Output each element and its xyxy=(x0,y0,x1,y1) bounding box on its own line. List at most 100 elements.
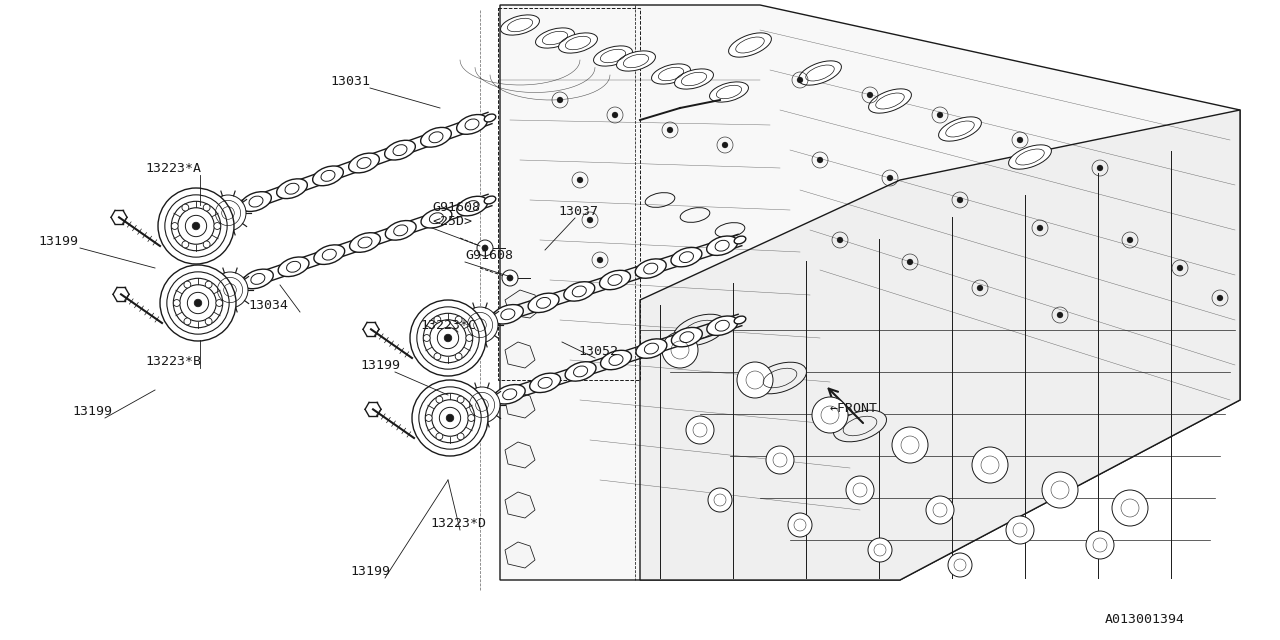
Text: 13223*C: 13223*C xyxy=(420,319,476,332)
Circle shape xyxy=(434,353,440,360)
Text: G91608: G91608 xyxy=(465,249,513,262)
Ellipse shape xyxy=(558,33,598,53)
Circle shape xyxy=(765,446,794,474)
Circle shape xyxy=(596,257,603,263)
Ellipse shape xyxy=(707,236,737,255)
Ellipse shape xyxy=(636,339,667,358)
Ellipse shape xyxy=(421,209,452,228)
Circle shape xyxy=(662,332,698,368)
Ellipse shape xyxy=(673,314,727,346)
Circle shape xyxy=(431,400,468,436)
Ellipse shape xyxy=(675,69,713,89)
Ellipse shape xyxy=(349,233,380,252)
Ellipse shape xyxy=(241,192,271,211)
Text: 13199: 13199 xyxy=(72,405,113,418)
Ellipse shape xyxy=(799,61,841,85)
Circle shape xyxy=(157,188,234,264)
Text: A013001394: A013001394 xyxy=(1105,613,1185,626)
Text: 13223*D: 13223*D xyxy=(430,517,486,530)
Circle shape xyxy=(410,300,486,376)
Text: 13223*A: 13223*A xyxy=(145,162,201,175)
Ellipse shape xyxy=(652,64,690,84)
Circle shape xyxy=(502,270,518,286)
Circle shape xyxy=(205,281,212,288)
Circle shape xyxy=(210,195,246,231)
Circle shape xyxy=(557,97,563,103)
Circle shape xyxy=(708,488,732,512)
Ellipse shape xyxy=(234,281,246,289)
Circle shape xyxy=(1112,490,1148,526)
Ellipse shape xyxy=(535,28,575,48)
Ellipse shape xyxy=(1009,145,1051,169)
Ellipse shape xyxy=(457,196,488,216)
Text: 13031: 13031 xyxy=(330,75,370,88)
Circle shape xyxy=(812,397,849,433)
Ellipse shape xyxy=(735,316,746,324)
Ellipse shape xyxy=(486,396,498,404)
Ellipse shape xyxy=(594,46,632,66)
Circle shape xyxy=(868,538,892,562)
Text: ←FRONT: ←FRONT xyxy=(829,401,878,415)
Text: G91608
<25D>: G91608 <25D> xyxy=(433,201,480,228)
Circle shape xyxy=(588,217,593,223)
Ellipse shape xyxy=(314,245,344,264)
Circle shape xyxy=(173,300,180,307)
Polygon shape xyxy=(506,492,535,518)
Circle shape xyxy=(957,197,963,203)
Circle shape xyxy=(192,222,200,230)
Circle shape xyxy=(214,223,220,229)
Ellipse shape xyxy=(278,257,308,276)
Circle shape xyxy=(477,240,493,256)
Circle shape xyxy=(837,237,844,243)
Circle shape xyxy=(424,335,430,341)
Circle shape xyxy=(456,316,462,323)
Circle shape xyxy=(722,142,728,148)
Ellipse shape xyxy=(484,316,495,324)
Circle shape xyxy=(434,316,440,323)
Circle shape xyxy=(1057,312,1062,318)
Ellipse shape xyxy=(385,221,416,240)
Ellipse shape xyxy=(484,196,495,204)
Polygon shape xyxy=(506,392,535,418)
Circle shape xyxy=(1085,531,1114,559)
Text: 13199: 13199 xyxy=(360,359,399,372)
Circle shape xyxy=(1037,225,1043,231)
Polygon shape xyxy=(506,542,535,568)
Circle shape xyxy=(507,275,513,281)
Circle shape xyxy=(465,387,500,423)
Circle shape xyxy=(466,335,472,341)
Text: 13037: 13037 xyxy=(558,205,598,218)
Ellipse shape xyxy=(709,82,749,102)
Circle shape xyxy=(483,245,488,251)
Circle shape xyxy=(179,285,216,321)
Ellipse shape xyxy=(728,33,772,57)
Circle shape xyxy=(436,396,443,403)
Circle shape xyxy=(948,553,972,577)
Circle shape xyxy=(1097,165,1103,171)
Circle shape xyxy=(462,307,498,343)
Ellipse shape xyxy=(564,362,596,381)
Circle shape xyxy=(667,127,673,133)
Circle shape xyxy=(925,496,954,524)
Circle shape xyxy=(216,300,223,307)
Circle shape xyxy=(937,112,943,118)
Ellipse shape xyxy=(563,282,595,301)
Ellipse shape xyxy=(635,259,666,278)
Ellipse shape xyxy=(617,51,655,71)
Ellipse shape xyxy=(869,89,911,113)
Circle shape xyxy=(686,416,714,444)
Circle shape xyxy=(797,77,803,83)
Circle shape xyxy=(412,380,488,456)
Circle shape xyxy=(612,112,618,118)
Circle shape xyxy=(178,208,214,244)
Circle shape xyxy=(1042,472,1078,508)
Ellipse shape xyxy=(500,15,539,35)
Circle shape xyxy=(447,414,454,422)
Circle shape xyxy=(1006,516,1034,544)
Circle shape xyxy=(1018,137,1023,143)
Ellipse shape xyxy=(671,248,701,267)
Text: 13223*B: 13223*B xyxy=(145,355,201,368)
Circle shape xyxy=(204,204,210,211)
Ellipse shape xyxy=(938,117,982,141)
Circle shape xyxy=(972,447,1009,483)
